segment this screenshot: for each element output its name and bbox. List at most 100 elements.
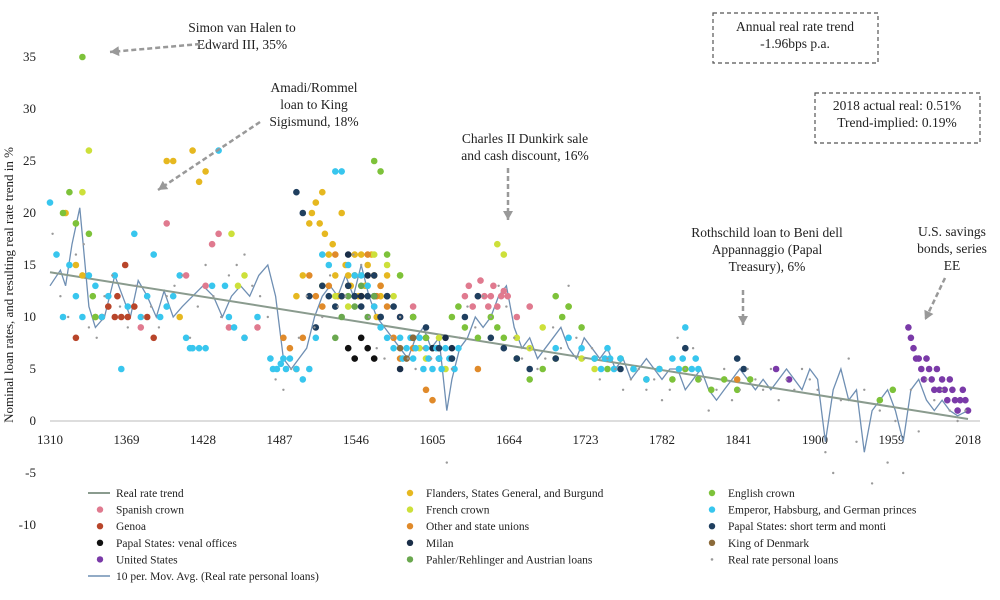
- data-point: [601, 355, 609, 362]
- data-point: [332, 334, 339, 342]
- data-point: [886, 461, 889, 464]
- data-point: [293, 292, 300, 300]
- data-point: [204, 263, 207, 267]
- data-point: [383, 261, 391, 269]
- data-point: [220, 315, 223, 319]
- data-point: [928, 376, 935, 383]
- data-point: [526, 376, 533, 383]
- data-point: [306, 272, 313, 279]
- data-point: [925, 365, 933, 373]
- data-point: [182, 334, 190, 342]
- data-point: [816, 388, 819, 391]
- data-point: [559, 347, 563, 350]
- data-point: [839, 399, 843, 402]
- x-tick-label: 1841: [726, 432, 752, 447]
- data-point: [682, 324, 689, 331]
- data-point: [396, 272, 404, 279]
- data-point: [733, 376, 741, 383]
- x-tick-label: 1900: [802, 432, 828, 447]
- data-point: [241, 334, 248, 342]
- annotation-text: bonds, series: [917, 241, 987, 256]
- annotation-text: Annual real rate trend: [736, 19, 854, 34]
- data-point: [156, 313, 164, 321]
- data-point: [923, 355, 930, 362]
- data-point: [344, 344, 352, 352]
- data-point: [720, 376, 728, 383]
- data-point: [964, 409, 967, 412]
- data-point: [375, 347, 378, 350]
- data-point: [824, 451, 827, 454]
- legend-marker: [406, 523, 414, 530]
- data-point: [111, 274, 114, 277]
- data-point: [422, 347, 425, 350]
- data-point: [944, 396, 951, 404]
- y-tick-label: 15: [23, 257, 36, 272]
- data-point: [182, 272, 190, 279]
- x-tick-label: 1369: [114, 432, 140, 447]
- data-point: [383, 334, 391, 342]
- data-point: [163, 220, 170, 227]
- data-point: [131, 230, 138, 238]
- data-point: [59, 295, 62, 298]
- annotation-arrowhead: [110, 46, 120, 57]
- data-point: [551, 326, 555, 329]
- annotation-arrowhead: [924, 309, 934, 320]
- data-point: [946, 376, 954, 383]
- legend-label: Papal States: venal offices: [116, 538, 237, 550]
- legend-label: French crown: [426, 505, 490, 517]
- data-point: [487, 292, 495, 300]
- data-point: [85, 147, 93, 154]
- x-tick-label: 1959: [879, 432, 905, 447]
- data-point: [918, 365, 925, 373]
- data-point: [82, 243, 85, 246]
- data-point: [225, 313, 233, 321]
- data-point: [396, 344, 404, 352]
- x-tick-label: 1487: [267, 432, 294, 447]
- data-point: [293, 365, 300, 373]
- data-point: [103, 295, 106, 298]
- x-tick-label: 1546: [343, 432, 370, 447]
- data-point: [67, 315, 70, 319]
- data-point: [105, 292, 112, 300]
- legend-marker: [96, 523, 104, 530]
- data-point: [377, 282, 384, 290]
- data-point: [59, 313, 67, 321]
- data-point: [870, 482, 874, 485]
- data-point: [202, 344, 209, 352]
- data-point: [221, 282, 229, 290]
- data-point: [176, 272, 183, 279]
- annotation-text: Trend-implied: 0.19%: [837, 115, 957, 130]
- data-point: [332, 251, 339, 258]
- data-point: [920, 376, 928, 383]
- data-point: [676, 336, 679, 339]
- data-point: [87, 326, 91, 329]
- data-point: [163, 303, 170, 310]
- data-point: [114, 292, 121, 300]
- legend-label: Real rate trend: [116, 488, 184, 500]
- annotation-text: Rothschild loan to Beni dell: [691, 225, 843, 240]
- data-point: [915, 355, 922, 362]
- data-point: [437, 440, 441, 443]
- legend-label: Papal States: short term and monti: [728, 521, 886, 533]
- data-point: [131, 303, 138, 310]
- data-point: [964, 407, 972, 414]
- data-point: [344, 251, 352, 258]
- data-point: [126, 326, 129, 329]
- data-point: [72, 292, 80, 300]
- data-point: [403, 344, 410, 352]
- data-point: [157, 326, 161, 329]
- data-point: [195, 344, 203, 352]
- data-point: [682, 344, 689, 352]
- legend-marker: [96, 506, 104, 513]
- data-point: [777, 399, 780, 402]
- data-point: [442, 344, 449, 352]
- x-tick-label: 1723: [573, 432, 599, 447]
- data-point: [312, 334, 320, 342]
- data-point: [675, 365, 683, 373]
- data-point: [336, 305, 339, 308]
- data-point: [438, 365, 445, 373]
- data-point: [85, 230, 93, 238]
- trend-line: [49, 271, 969, 421]
- annotation-text: loan to King: [280, 97, 348, 112]
